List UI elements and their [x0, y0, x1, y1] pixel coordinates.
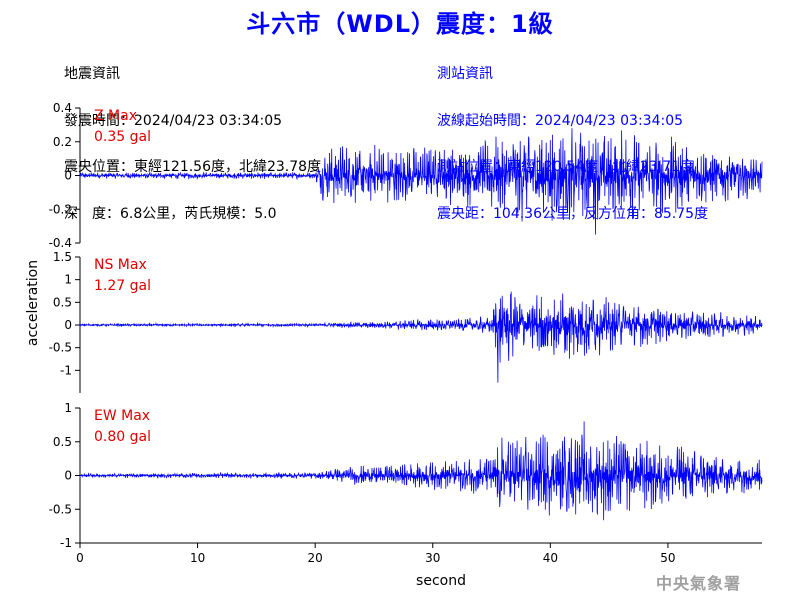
y-axis-label: acceleration: [25, 260, 41, 346]
x-tick-label: 0: [76, 551, 84, 565]
quake-time: 發震時間：2024/04/23 03:34:05: [64, 112, 283, 129]
max-label-z: Z Max: [94, 108, 137, 124]
y-tick-label: 1: [64, 401, 72, 415]
x-tick-label: 40: [543, 551, 558, 565]
quake-epicenter: 震央位置：東經121.56度，北緯23.78度: [64, 159, 322, 175]
agency-watermark: 中央氣象署: [656, 574, 742, 593]
y-tick-label: -1: [60, 363, 72, 377]
y-tick-label: 0: [64, 169, 72, 183]
max-label-ns: NS Max: [94, 257, 147, 273]
x-tick-label: 10: [190, 551, 205, 565]
x-tick-label: 20: [308, 551, 323, 565]
quake-info-block: 地震資訊 發震時間：2024/04/23 03:34:05 震央位置：東經121…: [64, 36, 321, 238]
quake-info-heading: 地震資訊: [64, 66, 120, 82]
x-tick-label: 30: [425, 551, 440, 565]
y-tick-label: -1: [60, 536, 72, 550]
y-tick-label: 0.2: [53, 135, 72, 149]
y-tick-label: 1: [64, 273, 72, 287]
y-tick-label: -0.2: [49, 202, 72, 216]
y-tick-label: 1.5: [53, 250, 72, 264]
x-tick-label: 50: [660, 551, 675, 565]
y-tick-label: -0.4: [49, 236, 72, 250]
max-value-z: 0.35 gal: [94, 129, 151, 145]
y-tick-label: 0: [64, 469, 72, 483]
station-wave-start: 波線起始時間：2024/04/23 03:34:05: [437, 112, 684, 129]
x-axis-label: second: [416, 573, 466, 589]
chart-title: 斗六市（WDL）震度：1級: [246, 10, 554, 38]
y-tick-label: 0.5: [53, 435, 72, 449]
y-tick-label: -0.5: [49, 502, 72, 516]
y-tick-label: 0.4: [53, 101, 72, 115]
max-value-ns: 1.27 gal: [94, 278, 151, 294]
max-value-ew: 0.80 gal: [94, 429, 151, 445]
y-tick-label: 0: [64, 318, 72, 332]
y-tick-label: -0.5: [49, 341, 72, 355]
max-label-ew: EW Max: [94, 408, 150, 424]
quake-depth-magnitude: 深 度：6.8公里，芮氏規模：5.0: [64, 205, 277, 222]
station-info-heading: 測站資訊: [437, 66, 493, 82]
waveform-z: [79, 128, 763, 235]
waveform-ew: [79, 421, 763, 521]
y-tick-label: 0.5: [53, 295, 72, 309]
waveform-ns: [79, 291, 763, 383]
